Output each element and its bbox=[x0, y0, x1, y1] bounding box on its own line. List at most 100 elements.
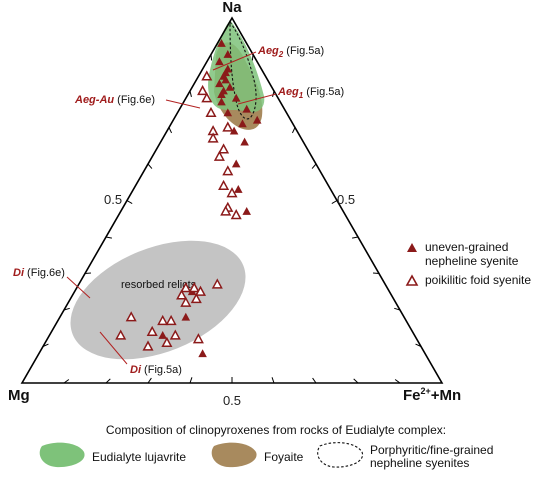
tick-mark bbox=[147, 377, 152, 384]
point-poikilitic bbox=[188, 282, 200, 293]
legend-marker-open-triangle bbox=[405, 274, 419, 286]
tick-marks bbox=[42, 54, 422, 384]
tick-mark bbox=[291, 127, 296, 134]
point-poikilitic bbox=[165, 314, 177, 326]
point-poikilitic bbox=[226, 187, 238, 198]
point-uneven-grained bbox=[215, 79, 224, 88]
leader-di-fig6e bbox=[66, 276, 91, 299]
tick-mark bbox=[210, 54, 213, 61]
field-legend-porphyritic-line1: Porphyritic/fine-grained bbox=[370, 443, 493, 457]
legend-marker-filled-triangle bbox=[407, 243, 417, 252]
apex-label-na: Na bbox=[222, 0, 242, 16]
field-resorbed-relicts bbox=[70, 240, 246, 360]
swatch-porphyritic bbox=[317, 442, 364, 468]
point-poikilitic bbox=[142, 340, 154, 351]
point-poikilitic bbox=[218, 179, 230, 191]
point-uneven-grained bbox=[223, 108, 233, 117]
point-poikilitic bbox=[180, 296, 192, 307]
tick-mark bbox=[353, 378, 359, 384]
tick-mark bbox=[189, 90, 192, 97]
tick-mark bbox=[394, 307, 401, 311]
point-uneven-grained bbox=[240, 137, 249, 146]
point-uneven-grained bbox=[242, 104, 251, 113]
annotation-aeg-au: Aeg-Au (Fig.6e) bbox=[74, 94, 155, 106]
tick-mark bbox=[251, 54, 254, 61]
tick-mark bbox=[394, 379, 401, 384]
annotation-aeg1: Aeg1 (Fig.5a) bbox=[277, 86, 344, 100]
point-poikilitic bbox=[201, 70, 213, 81]
point-uneven-grained bbox=[198, 349, 207, 358]
point-poikilitic bbox=[222, 121, 234, 132]
apex-label-mg: Mg bbox=[8, 387, 30, 404]
leader-di-fig5a bbox=[99, 331, 128, 365]
point-poikilitic bbox=[222, 165, 234, 176]
tick-mark bbox=[105, 236, 112, 239]
swatch-eudialyte-lujavrite bbox=[39, 442, 85, 468]
point-uneven-grained bbox=[234, 185, 243, 193]
leader-aeg-au bbox=[165, 99, 201, 109]
swatch-foyaite bbox=[211, 442, 257, 468]
point-poikilitic bbox=[218, 143, 230, 154]
point-poikilitic bbox=[146, 325, 158, 337]
point-poikilitic bbox=[220, 205, 232, 216]
tick-mark bbox=[415, 343, 422, 347]
point-poikilitic bbox=[192, 333, 204, 344]
tick-mark bbox=[126, 200, 133, 204]
point-uneven-grained bbox=[223, 50, 233, 58]
annotation-aeg2: Aeg2 (Fig.5a) bbox=[257, 45, 324, 59]
point-poikilitic bbox=[207, 132, 219, 143]
point-poikilitic bbox=[180, 282, 192, 293]
point-uneven-grained bbox=[158, 331, 167, 339]
point-poikilitic bbox=[125, 311, 137, 322]
apex-label-fe-mn: Fe2++Mn bbox=[403, 386, 461, 404]
point-poikilitic bbox=[211, 278, 223, 289]
point-poikilitic bbox=[201, 92, 213, 103]
point-poikilitic bbox=[197, 84, 209, 96]
field-porphyritic-nepheline-syenites bbox=[229, 20, 257, 120]
point-uneven-grained bbox=[238, 119, 247, 128]
point-poikilitic bbox=[194, 285, 207, 296]
point-uneven-grained bbox=[231, 159, 241, 168]
leader-aeg2 bbox=[212, 51, 257, 71]
region-label-resorbed-relicts: resorbed relicts bbox=[121, 279, 197, 291]
point-uneven-grained bbox=[217, 90, 226, 99]
point-poikilitic bbox=[230, 209, 242, 220]
tick-mark bbox=[352, 236, 359, 239]
point-poikilitic bbox=[205, 106, 217, 118]
tick-mark bbox=[272, 90, 275, 97]
tick-mark bbox=[168, 127, 173, 134]
point-uneven-grained bbox=[217, 39, 226, 47]
annotation-di-fig5a: Di (Fig.5a) bbox=[130, 364, 182, 376]
tick-mark bbox=[271, 377, 275, 384]
point-poikilitic bbox=[161, 336, 173, 347]
field-legend-eudialyte-lujavrite: Eudialyte lujavrite bbox=[92, 450, 186, 464]
point-uneven-grained bbox=[229, 126, 239, 135]
point-poikilitic bbox=[213, 150, 225, 161]
tick-mark bbox=[63, 379, 70, 384]
ternary-frame bbox=[20, 16, 444, 384]
tick-mark bbox=[311, 163, 317, 169]
point-uneven-grained bbox=[225, 82, 235, 91]
point-poikilitic bbox=[157, 314, 169, 326]
legend-label-uneven-line1: uneven-grained bbox=[425, 240, 508, 254]
data-points bbox=[115, 39, 262, 358]
point-uneven-grained bbox=[217, 97, 226, 106]
point-poikilitic bbox=[190, 292, 202, 304]
tick-mark bbox=[331, 200, 338, 204]
point-uneven-grained bbox=[221, 75, 230, 84]
point-uneven-grained bbox=[231, 93, 241, 102]
point-uneven-grained bbox=[242, 206, 251, 215]
point-poikilitic bbox=[176, 289, 188, 300]
legend-label-uneven-line2: nepheline syenite bbox=[425, 254, 519, 268]
tick-mark bbox=[189, 377, 193, 384]
point-uneven-grained bbox=[215, 57, 224, 66]
field-regions bbox=[70, 20, 265, 360]
tick-mark bbox=[42, 343, 49, 347]
point-poikilitic bbox=[115, 329, 127, 340]
legend: uneven-grained nepheline syenite poikili… bbox=[405, 240, 531, 287]
field-legend-foyaite: Foyaite bbox=[264, 450, 304, 464]
field-legend: Eudialyte lujavrite Foyaite Porphyritic/… bbox=[39, 442, 493, 470]
point-uneven-grained bbox=[181, 312, 191, 321]
annotation-di-fig6e: Di (Fig.6e) bbox=[13, 267, 65, 279]
